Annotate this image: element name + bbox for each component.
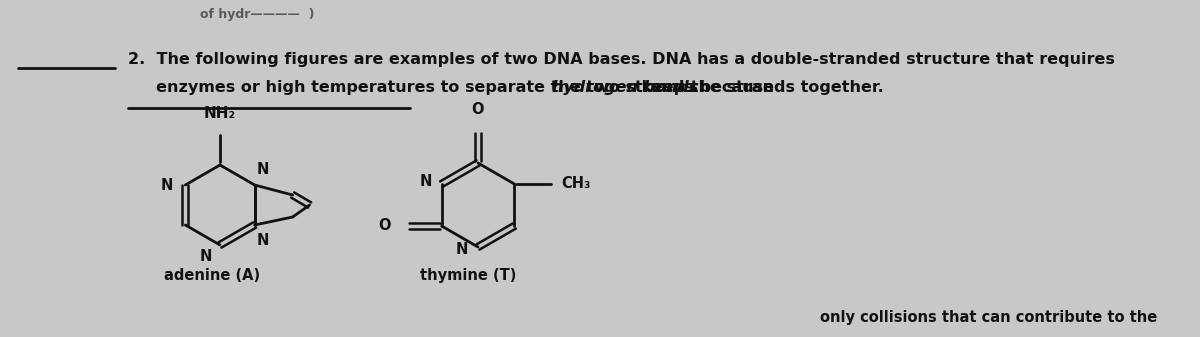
Text: of hydr————  ): of hydr———— ): [200, 8, 314, 21]
Text: only collisions that can contribute to the: only collisions that can contribute to t…: [820, 310, 1157, 325]
Text: CH₃: CH₃: [562, 177, 590, 191]
Text: N: N: [199, 249, 212, 264]
Text: NH₂: NH₂: [204, 106, 236, 121]
Text: N: N: [257, 162, 269, 177]
Text: N: N: [419, 175, 432, 189]
Text: N: N: [161, 178, 173, 192]
Text: enzymes or high temperatures to separate the two strands because: enzymes or high temperatures to separate…: [128, 80, 780, 95]
Text: hydrogen bonds: hydrogen bonds: [552, 80, 698, 95]
Text: keep the strands together.: keep the strands together.: [636, 80, 884, 95]
Text: thymine (T): thymine (T): [420, 268, 516, 283]
Text: O: O: [378, 218, 391, 234]
Text: 2.  The following figures are examples of two DNA bases. DNA has a double-strand: 2. The following figures are examples of…: [128, 52, 1115, 67]
Text: adenine (A): adenine (A): [164, 268, 260, 283]
Text: O: O: [472, 102, 485, 117]
Text: N: N: [456, 242, 468, 256]
Text: N: N: [257, 233, 269, 248]
